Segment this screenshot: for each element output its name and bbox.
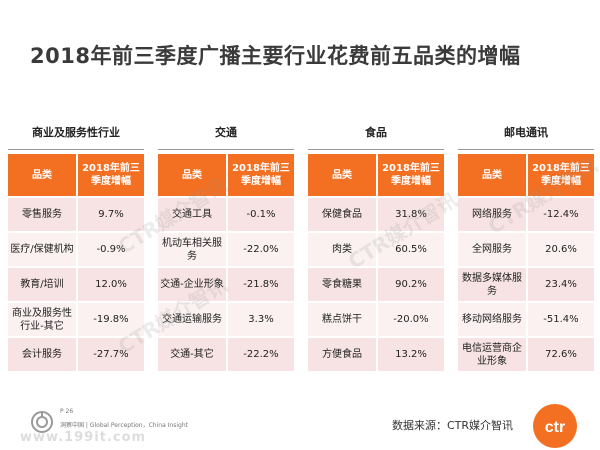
category-cell: 会计服务 [8, 336, 78, 371]
table-row: 医疗/保健机构 -0.9% [8, 231, 144, 266]
section-title: 交通 [158, 124, 294, 150]
table-row: 交通-其它 -22.2% [158, 336, 294, 371]
growth-cell: 9.7% [78, 196, 144, 231]
category-cell: 保健食品 [308, 196, 378, 231]
table-row: 方便食品 13.2% [308, 336, 444, 371]
growth-cell: 20.6% [528, 231, 594, 266]
table-row: 交通工具 -0.1% [158, 196, 294, 231]
category-cell: 零食糖果 [308, 266, 378, 301]
table-row: 交通-企业形象 -21.8% [158, 266, 294, 301]
category-cell: 机动车相关服务 [158, 231, 228, 266]
category-cell: 移动网络服务 [458, 301, 528, 336]
section-commercial: 商业及服务性行业 品类 2018年前三季度增幅 零售服务 9.7% 医疗/保健机构… [8, 124, 144, 371]
ctr-logo-text: ctr [545, 419, 565, 436]
growth-cell: 13.2% [378, 336, 444, 371]
growth-cell: 23.4% [528, 266, 594, 301]
table-row: 保健食品 31.8% [308, 196, 444, 231]
table-row: 会计服务 -27.7% [8, 336, 144, 371]
category-cell: 方便食品 [308, 336, 378, 371]
category-cell: 电信运营商企业形象 [458, 336, 528, 371]
table-row: 网络服务 -12.4% [458, 196, 594, 231]
growth-cell: -0.9% [78, 231, 144, 266]
growth-cell: -12.4% [528, 196, 594, 231]
table-row: 教育/培训 12.0% [8, 266, 144, 301]
header-category: 品类 [158, 154, 228, 196]
category-cell: 糕点饼干 [308, 301, 378, 336]
growth-cell: -22.0% [228, 231, 294, 266]
header-growth: 2018年前三季度增幅 [78, 154, 144, 196]
header-growth: 2018年前三季度增幅 [378, 154, 444, 196]
data-table: 品类 2018年前三季度增幅 零售服务 9.7% 医疗/保健机构 -0.9% 教育/… [8, 154, 144, 371]
section-food: 食品 品类 2018年前三季度增幅 保健食品 31.8% 肉类 60.5% 零食糖果… [308, 124, 444, 371]
header-category: 品类 [308, 154, 378, 196]
growth-cell: 90.2% [378, 266, 444, 301]
table-row: 电信运营商企业形象 72.6% [458, 336, 594, 371]
url-watermark: www.199it.com [20, 430, 147, 445]
table-row: 零售服务 9.7% [8, 196, 144, 231]
header-growth: 2018年前三季度增幅 [228, 154, 294, 196]
category-cell: 交通运输服务 [158, 301, 228, 336]
table-row: 全网服务 20.6% [458, 231, 594, 266]
header-category: 品类 [458, 154, 528, 196]
section-telecom: 邮电通讯 品类 2018年前三季度增幅 网络服务 -12.4% 全网服务 20.6%… [458, 124, 594, 371]
table-row: 零食糖果 90.2% [308, 266, 444, 301]
data-table: 品类 2018年前三季度增幅 交通工具 -0.1% 机动车相关服务 -22.0% 交… [158, 154, 294, 371]
growth-cell: -22.2% [228, 336, 294, 371]
header-growth: 2018年前三季度增幅 [528, 154, 594, 196]
header-category: 品类 [8, 154, 78, 196]
table-row: 肉类 60.5% [308, 231, 444, 266]
category-cell: 肉类 [308, 231, 378, 266]
growth-cell: -19.8% [78, 301, 144, 336]
growth-cell: 12.0% [78, 266, 144, 301]
page-number: P 26 [60, 408, 74, 415]
data-source: 数据来源：CTR媒介智讯 [392, 419, 514, 432]
category-cell: 医疗/保健机构 [8, 231, 78, 266]
growth-cell: -0.1% [228, 196, 294, 231]
section-title: 邮电通讯 [458, 124, 594, 150]
category-cell: 交通-其它 [158, 336, 228, 371]
footer-seal-icon [31, 411, 53, 433]
table-row: 移动网络服务 -51.4% [458, 301, 594, 336]
growth-cell: 3.3% [228, 301, 294, 336]
footer-tagline: 洞察中国 | Global Perception，China Insight [60, 422, 188, 429]
section-title: 食品 [308, 124, 444, 150]
table-row: 糕点饼干 -20.0% [308, 301, 444, 336]
data-table: 品类 2018年前三季度增幅 网络服务 -12.4% 全网服务 20.6% 数据多媒… [458, 154, 594, 371]
category-cell: 教育/培训 [8, 266, 78, 301]
growth-cell: -51.4% [528, 301, 594, 336]
growth-cell: 31.8% [378, 196, 444, 231]
table-row: 机动车相关服务 -22.0% [158, 231, 294, 266]
category-cell: 全网服务 [458, 231, 528, 266]
section-transport: 交通 品类 2018年前三季度增幅 交通工具 -0.1% 机动车相关服务 -22.0… [158, 124, 294, 371]
section-title: 商业及服务性行业 [8, 124, 144, 150]
category-cell: 数据多媒体服务 [458, 266, 528, 301]
category-cell: 商业及服务性行业-其它 [8, 301, 78, 336]
category-cell: 交通-企业形象 [158, 266, 228, 301]
category-cell: 零售服务 [8, 196, 78, 231]
table-row: 数据多媒体服务 23.4% [458, 266, 594, 301]
growth-cell: 72.6% [528, 336, 594, 371]
data-table: 品类 2018年前三季度增幅 保健食品 31.8% 肉类 60.5% 零食糖果 90.… [308, 154, 444, 371]
page-title: 2018年前三季度广播主要行业花费前五品类的增幅 [30, 44, 521, 68]
growth-cell: 60.5% [378, 231, 444, 266]
category-cell: 交通工具 [158, 196, 228, 231]
category-cell: 网络服务 [458, 196, 528, 231]
growth-cell: -20.0% [378, 301, 444, 336]
table-row: 交通运输服务 3.3% [158, 301, 294, 336]
growth-cell: -27.7% [78, 336, 144, 371]
table-row: 商业及服务性行业-其它 -19.8% [8, 301, 144, 336]
ctr-logo-icon: ctr [533, 404, 577, 448]
growth-cell: -21.8% [228, 266, 294, 301]
